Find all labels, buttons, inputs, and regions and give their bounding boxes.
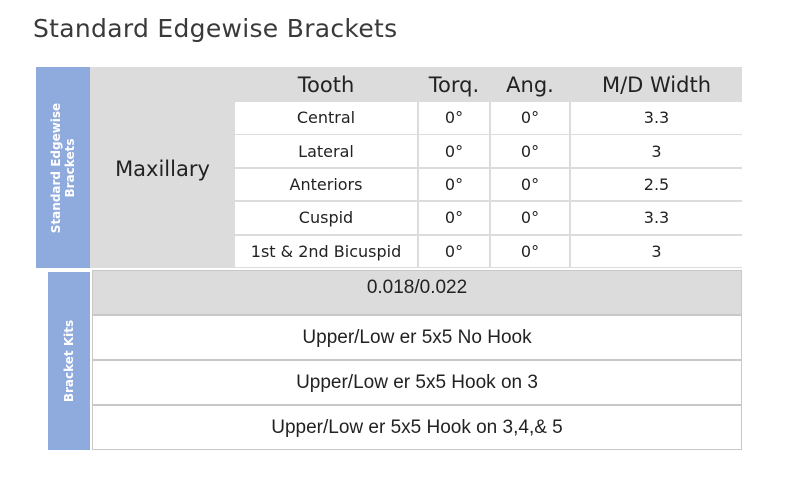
column-header-angulation: Ang. [506,73,554,97]
column-header-tooth: Tooth [297,73,355,97]
cell-tooth: 1st & 2nd Bicuspid [235,235,417,268]
cell-md-width: 3 [571,135,742,167]
cell-torque: 0° [419,202,489,234]
cell-torque: 0° [419,168,489,201]
column-header-torque: Torq. [428,73,480,97]
cell-angulation: 0° [491,168,569,201]
cell-torque: 0° [419,235,489,268]
cell-torque: 0° [419,135,489,167]
kit-size-header: 0.018/0.022 [92,270,742,315]
cell-tooth: Central [235,102,417,134]
cell-md-width: 3 [571,235,742,268]
cell-md-width: 2.5 [571,168,742,201]
side-label-brackets: Standard Edgewise Brackets [36,67,90,268]
cell-tooth: Cuspid [235,202,417,234]
side-label-kits: Bracket Kits [48,272,90,450]
cell-tooth: Anteriors [235,168,417,201]
cell-angulation: 0° [491,135,569,167]
kit-item: Upper/Low er 5x5 No Hook [92,315,742,360]
cell-tooth: Lateral [235,135,417,167]
cell-angulation: 0° [491,235,569,268]
group-label: Maxillary [115,157,210,181]
column-header-md-width: M/D Width [601,73,712,97]
cell-angulation: 0° [491,202,569,234]
cell-torque: 0° [419,102,489,134]
kit-item: Upper/Low er 5x5 Hook on 3 [92,360,742,405]
cell-md-width: 3.3 [571,202,742,234]
page-title: Standard Edgewise Brackets [33,14,398,43]
side-label-kits-text: Bracket Kits [62,319,76,403]
side-label-brackets-text: Standard Edgewise Brackets [49,102,77,233]
kit-item: Upper/Low er 5x5 Hook on 3,4,& 5 [92,405,742,450]
cell-angulation: 0° [491,102,569,134]
cell-md-width: 3.3 [571,102,742,134]
brackets-table [90,67,742,268]
